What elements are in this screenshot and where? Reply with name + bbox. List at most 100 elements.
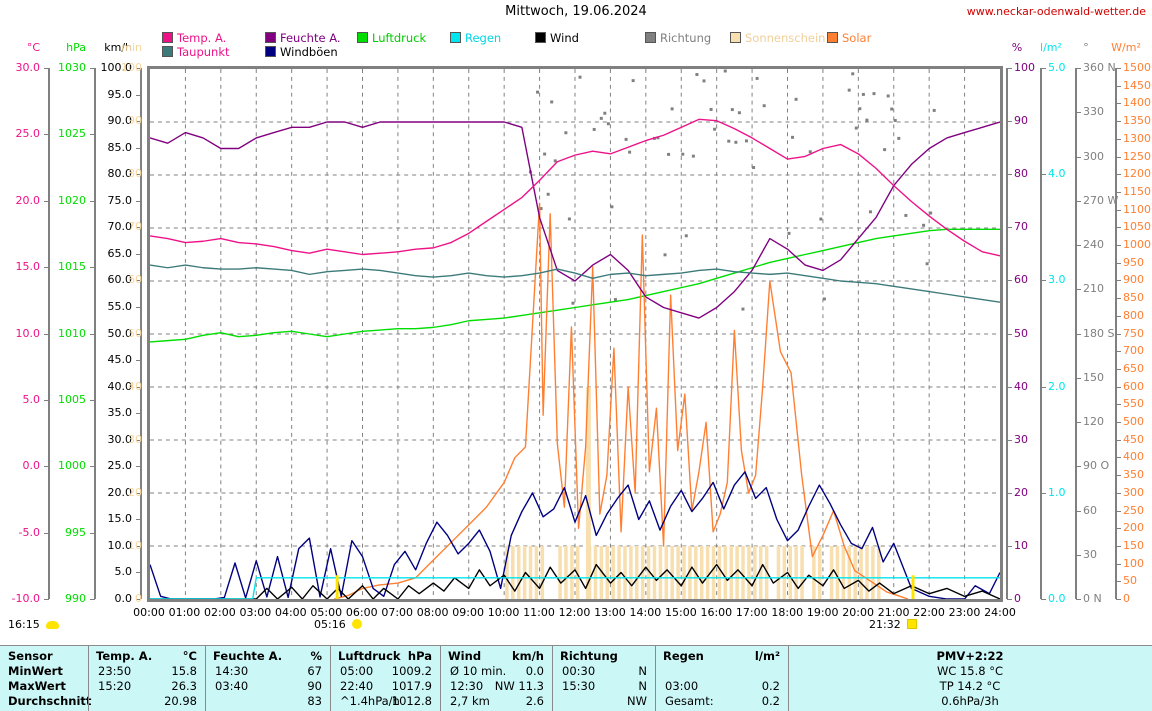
axis-tickmark-pressure-3 xyxy=(90,267,95,269)
axis-tick-solar-22: 400 xyxy=(1123,450,1144,464)
axis-tick-solar-23: 350 xyxy=(1123,468,1144,482)
axis-tickmark-direction-4 xyxy=(1076,245,1081,246)
axis-tick-sunshine-3: 70 xyxy=(128,220,142,234)
axis-tick-direction-1: 330 xyxy=(1083,105,1104,119)
x-axis-label-16: 16:00 xyxy=(700,606,733,619)
series-wind xyxy=(150,563,1000,599)
legend-item-humidity[interactable]: Feuchte A. xyxy=(265,32,341,44)
sunrise-marker xyxy=(335,575,339,599)
axis-tick-direction-0: 360 N xyxy=(1083,61,1116,74)
axis-tickmark-temp-4 xyxy=(44,333,49,335)
table-time-6-1: 03:00 xyxy=(665,679,699,693)
axis-tickmark-rain-0 xyxy=(1041,68,1046,69)
legend-label-direction: Richtung xyxy=(660,31,712,45)
x-axis-label-22: 22:00 xyxy=(913,606,945,619)
table-value-1-1: 26.3 xyxy=(171,679,197,693)
axis-tickmark-solar-9 xyxy=(1116,227,1121,229)
legend-item-solar[interactable]: Solar xyxy=(827,32,871,44)
axis-tickmark-temp-1 xyxy=(44,134,49,136)
axis-tick-pressure-3: 1015 xyxy=(58,260,86,274)
legend-item-sunshine[interactable]: Sonnenschein xyxy=(730,32,825,44)
axis-tick-humidity-3: 70 xyxy=(1014,220,1028,234)
axis-tick-solar-15: 750 xyxy=(1123,326,1144,340)
legend-swatch-solar xyxy=(827,32,838,43)
axis-line-solar xyxy=(1115,68,1117,599)
table-header-2: Feuchte A. xyxy=(213,649,283,663)
axis-tick-temp-3: 15.0 xyxy=(15,260,41,274)
x-axis-label-12: 12:00 xyxy=(558,606,591,619)
axis-tickmark-wind-20 xyxy=(136,599,141,600)
axis-unit-pressure: hPa xyxy=(66,41,86,54)
legend-label-solar: Solar xyxy=(842,31,872,45)
axis-tickmark-solar-3 xyxy=(1116,121,1121,123)
legend-label-sunshine: Sonnenschein xyxy=(745,31,826,45)
axis-tickmark-direction-8 xyxy=(1076,422,1081,423)
x-axis-label-11: 11:00 xyxy=(523,606,555,619)
axis-tickmark-solar-14 xyxy=(1116,315,1121,317)
axis-tick-humidity-9: 10 xyxy=(1014,538,1028,552)
axis-tick-humidity-2: 80 xyxy=(1014,167,1028,181)
axis-tickmark-temp-5 xyxy=(44,399,49,401)
table-divider-0 xyxy=(88,645,89,711)
legend-swatch-temp xyxy=(162,32,173,43)
x-axis-label-3: 03:00 xyxy=(239,606,272,619)
series-temp--a- xyxy=(150,118,1000,257)
axis-tick-solar-19: 550 xyxy=(1123,397,1144,411)
legend-item-temp[interactable]: Temp. A. xyxy=(162,32,226,44)
weather-chart-plot[interactable] xyxy=(147,66,1003,602)
legend-item-rain[interactable]: Regen xyxy=(450,32,501,44)
table-divider-1 xyxy=(205,645,206,711)
axis-tick-wind-12: 40.0 xyxy=(107,379,133,393)
axis-tickmark-solar-10 xyxy=(1116,245,1121,246)
legend-item-dewpoint[interactable]: Taupunkt xyxy=(162,46,230,58)
axis-tickmark-pressure-2 xyxy=(90,200,95,202)
x-axis-label-15: 15:00 xyxy=(665,606,697,619)
axis-tick-direction-4: 240 xyxy=(1083,238,1104,251)
x-axis-label-7: 07:00 xyxy=(381,606,414,619)
axis-tick-wind-0: 100.0 xyxy=(100,61,133,74)
axis-tick-humidity-1: 90 xyxy=(1014,114,1028,128)
table-divider-5 xyxy=(655,645,656,711)
axis-tickmark-wind-3 xyxy=(136,147,141,149)
axis-tickmark-wind-8 xyxy=(136,280,141,282)
table-time-2-1: 03:40 xyxy=(215,679,249,693)
legend-item-pressure[interactable]: Luftdruck xyxy=(357,32,426,44)
table-pmv-line-1: TP 14.2 °C xyxy=(939,679,1001,693)
axis-tick-pressure-7: 995 xyxy=(65,525,86,539)
legend-label-humidity: Feuchte A. xyxy=(280,31,341,45)
axis-tickmark-solar-17 xyxy=(1116,368,1121,370)
axis-tick-direction-8: 120 xyxy=(1083,415,1104,428)
axis-tickmark-wind-17 xyxy=(136,519,141,521)
axis-tick-humidity-6: 40 xyxy=(1014,379,1028,393)
axis-tick-pressure-4: 1010 xyxy=(58,326,86,340)
axis-tick-solar-17: 650 xyxy=(1123,361,1144,375)
table-value-4-2: 2.6 xyxy=(525,694,544,708)
axis-tick-rain-2: 3.0 xyxy=(1048,273,1066,287)
axis-tickmark-rain-1 xyxy=(1041,174,1046,176)
x-axis-label-13: 13:00 xyxy=(594,606,626,619)
table-value-3-2: 1012.8 xyxy=(391,694,432,708)
legend-label-temp: Temp. A. xyxy=(177,31,227,45)
axis-tickmark-pressure-7 xyxy=(90,532,95,534)
axis-tick-rain-5: 0.0 xyxy=(1048,592,1066,605)
table-value-5-0: N xyxy=(638,664,647,678)
table-time-6-2: Gesamt: xyxy=(665,694,714,708)
table-value-4-1: NW 11.3 xyxy=(494,679,544,693)
x-axis-label-23: 23:00 xyxy=(948,606,981,619)
sunrise-label: 05:16 xyxy=(314,618,363,631)
axis-tickmark-humidity-10 xyxy=(1007,599,1012,600)
table-value-3-1: 1017.9 xyxy=(391,679,432,693)
legend-item-direction[interactable]: Richtung xyxy=(645,32,711,44)
axis-tickmark-direction-11 xyxy=(1076,554,1081,556)
axis-tickmark-solar-22 xyxy=(1116,457,1121,459)
table-header-6: Regen xyxy=(663,649,704,663)
axis-tickmark-wind-2 xyxy=(136,121,141,123)
axis-tick-wind-19: 5.0 xyxy=(114,565,133,579)
legend-item-gusts[interactable]: Windböen xyxy=(265,46,338,58)
axis-tick-wind-6: 70.0 xyxy=(107,220,133,234)
axis-tick-temp-0: 30.0 xyxy=(15,61,41,74)
axis-tickmark-solar-27 xyxy=(1116,545,1121,547)
table-time-5-1: 15:30 xyxy=(562,679,596,693)
axis-tick-solar-11: 950 xyxy=(1123,255,1144,269)
legend-item-wind[interactable]: Wind xyxy=(535,32,579,44)
